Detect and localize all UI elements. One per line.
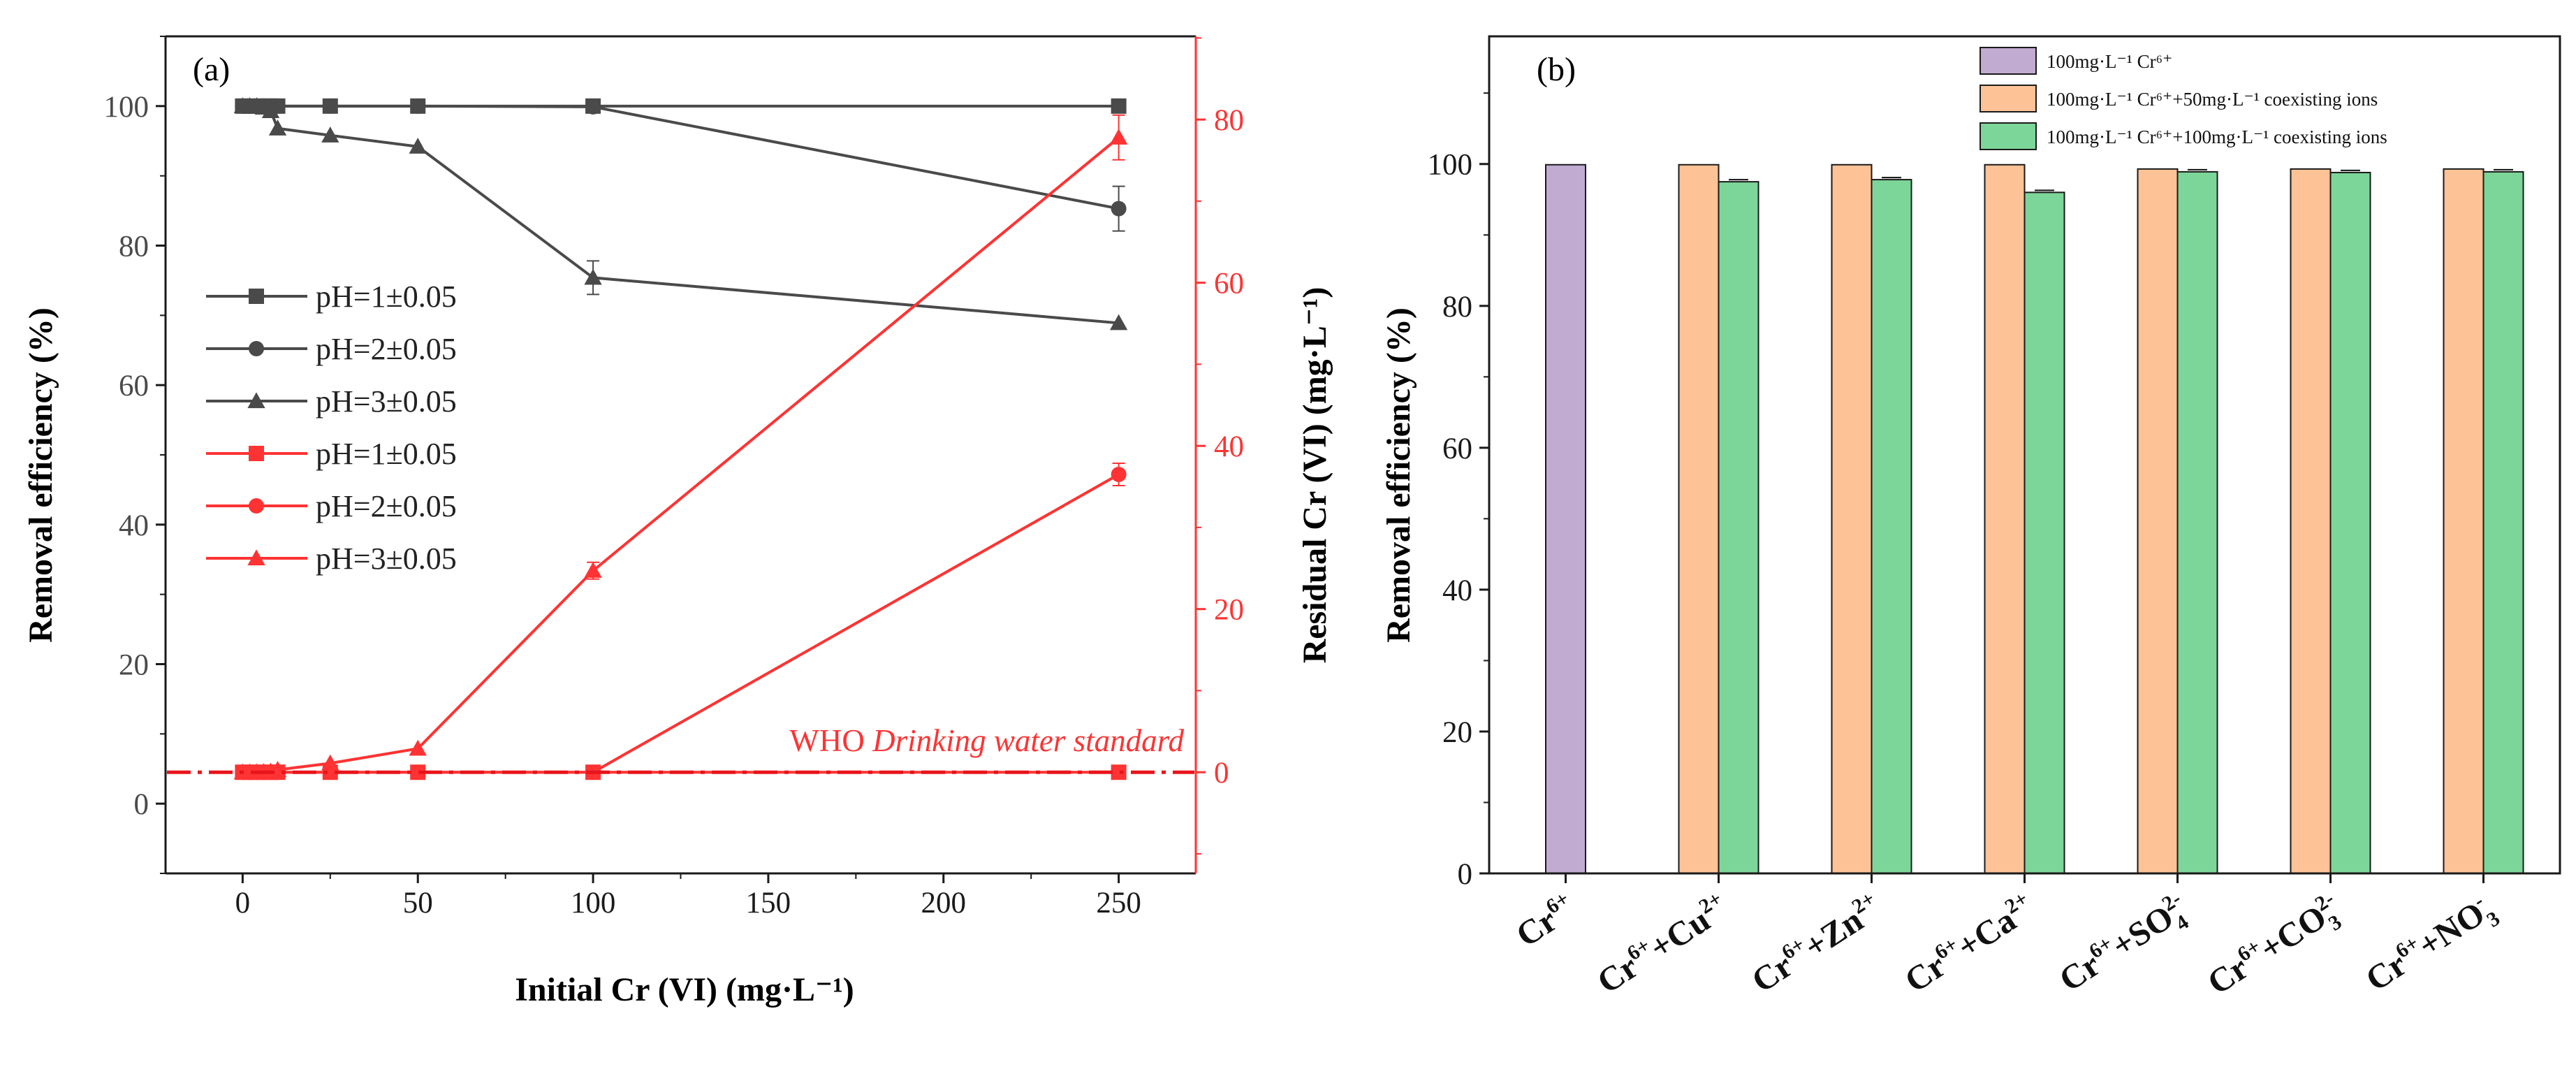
who-standard-label-italic: Drinking water standard	[872, 723, 1184, 758]
who-standard-label: WHO Drinking water standard	[789, 723, 1184, 758]
legend-a-label: pH=1±0.05	[316, 279, 457, 314]
legend-b-swatch	[1979, 47, 2037, 75]
panel-b-bar-layer	[1545, 164, 2524, 874]
data-point-right-circle	[410, 764, 426, 780]
panel-a-x-tick-label: 250	[1096, 887, 1141, 920]
category-label: Cr6++Zn2+	[1744, 887, 1889, 1000]
panel-a-right-y-tick-label: 60	[1214, 268, 1244, 300]
bar-orange	[2290, 168, 2332, 874]
category-label: Cr6++SO42-	[2051, 887, 2198, 1005]
panel-a-left-y-tick-label: 0	[134, 788, 149, 821]
legend-b-label: 100mg·L⁻¹ Cr⁶⁺+100mg·L⁻¹ coexisting ions	[2047, 126, 2387, 147]
legend-b-label: 100mg·L⁻¹ Cr⁶⁺+50mg·L⁻¹ coexisting ions	[2047, 89, 2378, 110]
panel-a-x-tick-label: 200	[921, 887, 967, 920]
panel-a-right-y-axis-title: Residual Cr (VI) (mg·L⁻¹)	[1296, 287, 1333, 664]
legend-a-label: pH=3±0.05	[316, 384, 457, 419]
category-label: Cr6++Ca2+	[1897, 887, 2041, 1000]
panel-b-y-tick-label: 60	[1442, 433, 1472, 465]
bar-green	[1718, 181, 1759, 874]
data-point-left-circle	[410, 98, 426, 114]
bar-orange	[1984, 164, 2026, 874]
data-point-left-square	[1111, 98, 1127, 114]
category-label: Cr6+	[1509, 887, 1583, 954]
panel-a-annotation-layer: WHO Drinking water standard	[167, 723, 1194, 774]
panel-a-x-tick-label: 50	[403, 887, 433, 920]
who-standard-label-prefix: WHO	[789, 723, 872, 758]
legend-a-marker	[249, 341, 264, 356]
bar-green	[1871, 179, 1912, 874]
legend-b-swatch	[1979, 85, 2037, 112]
panel-b-legend: 100mg·L⁻¹ Cr⁶⁺ 100mg·L⁻¹ Cr⁶⁺+50mg·L⁻¹ co…	[1979, 47, 2387, 150]
panel-b-axes: 0 20 40 60 80 100	[1428, 35, 2561, 891]
panel-b-y-tick-label: 80	[1442, 291, 1472, 324]
data-point-right-circle	[1111, 467, 1127, 483]
panel-b-y-axis-title: Removal efficiency (%)	[1380, 307, 1417, 643]
legend-a-label: pH=1±0.05	[316, 437, 457, 471]
panel-a-label: (a)	[193, 51, 230, 88]
data-point-left-triangle	[409, 138, 427, 154]
data-point-left-triangle	[268, 119, 287, 136]
category-label: Cr6++Cu2+	[1590, 887, 1736, 1001]
bar-orange	[2137, 168, 2179, 874]
bar-purple	[1545, 164, 1586, 874]
bar-orange	[1678, 164, 1720, 874]
panel-b-label: (b)	[1537, 51, 1576, 88]
data-point-left-triangle	[584, 268, 602, 285]
panel-b-y-tick-label: 40	[1442, 574, 1472, 607]
legend-a-marker	[249, 446, 264, 461]
panel-a-left-y-tick-label: 20	[119, 649, 149, 682]
panel-a-right-y-tick-label: 20	[1214, 594, 1244, 627]
legend-a-label: pH=3±0.05	[316, 542, 457, 576]
bar-green	[2329, 171, 2371, 874]
panel-a-right-y-tick-label: 0	[1214, 757, 1229, 790]
data-point-right-triangle	[321, 754, 339, 771]
legend-a-marker	[247, 392, 265, 409]
panel-a-left-y-tick-label: 40	[119, 509, 149, 542]
data-point-left-circle	[1111, 201, 1127, 217]
data-point-right-triangle	[1109, 129, 1128, 145]
panel-a-x-tick-label: 150	[746, 887, 791, 920]
data-point-right-triangle	[409, 739, 427, 756]
data-point-left-triangle	[321, 126, 339, 143]
panel-b-category-labels: Cr6+Cr6++Cu2+Cr6++Zn2+Cr6++Ca2+Cr6++SO42…	[1509, 887, 2504, 1008]
panel-a-left-y-tick-label: 80	[119, 231, 149, 263]
legend-b-swatch	[1979, 122, 2037, 150]
panel-a-x-axis-title: Initial Cr (VI) (mg·L⁻¹)	[515, 971, 854, 1008]
panel-a-right-y-tick-label: 80	[1214, 104, 1244, 137]
category-label: Cr6++NO3-	[2358, 887, 2504, 1004]
panel-a-left-y-tick-label: 100	[104, 91, 149, 124]
series-line-left-circle	[242, 104, 1120, 210]
legend-b-label: 100mg·L⁻¹ Cr⁶⁺	[2047, 51, 2172, 72]
bar-orange	[1831, 164, 1873, 874]
bar-orange	[2443, 168, 2484, 874]
legend-a-marker	[249, 498, 264, 514]
legend-a-marker	[249, 289, 264, 304]
data-point-right-square	[1111, 764, 1127, 780]
legend-a-marker	[247, 549, 265, 566]
bar-green	[2024, 191, 2065, 874]
legend-a-label: pH=2±0.05	[316, 332, 457, 366]
panel-a-x-tick-label: 100	[571, 887, 616, 920]
category-label: Cr6++CO32-	[2200, 887, 2351, 1008]
panel-a-legend: pH=1±0.05 pH=2±0.05 pH=3±0.05 pH=1±0.05 pH=2…	[206, 279, 457, 576]
panel-b-y-tick-label: 100	[1428, 149, 1473, 182]
data-point-left-triangle	[261, 102, 280, 118]
chart-panel-a: pH=1±0.05 pH=2±0.05 pH=3±0.05 pH=1±0.05 pH=2…	[22, 35, 1333, 1008]
data-point-left-triangle	[1109, 314, 1128, 330]
panel-a-right-y-tick-label: 40	[1214, 430, 1244, 463]
panel-a-axes: 0 50 100 150 200 250 0 20 40 60 80 100 0 20 40 60 80	[104, 35, 1244, 920]
data-point-right-triangle	[584, 562, 602, 578]
panel-a-x-tick-label: 0	[235, 887, 251, 920]
panel-a-left-y-axis-title: Removal efficiency (%)	[22, 307, 59, 643]
panel-b-y-tick-label: 0	[1458, 858, 1473, 891]
panel-a-left-y-tick-label: 60	[119, 370, 149, 402]
bar-green	[2482, 170, 2524, 874]
legend-a-label: pH=2±0.05	[316, 489, 457, 523]
data-point-left-circle	[585, 99, 601, 115]
data-point-left-circle	[322, 98, 338, 114]
bar-green	[2176, 170, 2218, 874]
panel-b-y-tick-label: 20	[1442, 716, 1472, 749]
